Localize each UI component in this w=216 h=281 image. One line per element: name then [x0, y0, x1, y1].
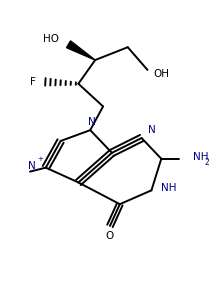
Text: O: O: [106, 231, 114, 241]
Text: N: N: [148, 125, 155, 135]
Text: N: N: [88, 117, 96, 127]
Text: F: F: [30, 77, 36, 87]
Text: N: N: [28, 161, 36, 171]
Text: NH: NH: [161, 183, 177, 193]
Text: 2: 2: [204, 158, 209, 167]
Text: NH: NH: [193, 152, 208, 162]
Polygon shape: [67, 41, 95, 60]
Text: OH: OH: [153, 69, 169, 79]
Text: HO: HO: [43, 34, 59, 44]
Text: +: +: [37, 156, 43, 162]
